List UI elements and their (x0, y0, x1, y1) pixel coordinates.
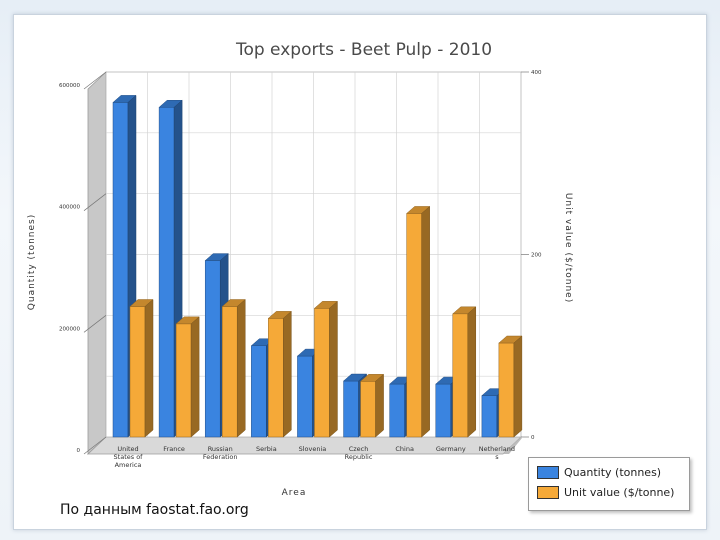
legend-label-unit-value: Unit value ($/tonne) (564, 485, 675, 499)
bar-quantity-front (204, 260, 221, 438)
bar-unit-value-side (421, 205, 430, 438)
y2-tick-label: 200 (531, 253, 542, 259)
bar-unit-value-front (452, 313, 469, 438)
legend-swatch-unit-value (537, 485, 559, 499)
source-note: По данным faostat.fao.org (60, 502, 249, 518)
bar-unit-value-front (406, 213, 422, 438)
legend-item-quantity: Quantity (tonnes) (537, 465, 661, 479)
category-label: Czech Republic (345, 445, 373, 461)
left-wall (87, 71, 107, 455)
bar-unit-value-side (375, 373, 384, 438)
y-tick-line (83, 193, 107, 211)
y-tick-label: 600000 (59, 83, 80, 89)
bars (112, 94, 523, 438)
bar-unit-value-side (190, 316, 200, 438)
bar-unit-value-side (144, 298, 154, 438)
category-label: Russian Federation (203, 445, 238, 461)
bar-unit-value (221, 298, 246, 438)
bar-quantity-front (481, 395, 498, 438)
chart-title: Top exports - Beet Pulp - 2010 (235, 40, 492, 60)
bar-unit-value-side (329, 300, 338, 438)
y2-ticks: 0 200 400 (503, 70, 542, 454)
bar-unit-value-front (129, 306, 146, 438)
bar-unit-value (498, 335, 523, 438)
y-tick-line (83, 436, 107, 455)
bar-quantity-front (297, 355, 313, 438)
y2-tick-label: 0 (531, 435, 535, 441)
bar-unit-value (267, 310, 292, 438)
y-axis-label: Quantity (tonnes) (27, 214, 37, 310)
category-label: Slovenia (299, 445, 327, 453)
bar-unit-value (406, 205, 431, 438)
bar-unit-value (359, 373, 385, 438)
y2-tick-label: 400 (531, 70, 542, 76)
y-tick-label: 200000 (59, 326, 80, 332)
bar-quantity-front (112, 102, 129, 438)
bar-unit-value-side (467, 306, 477, 438)
bar-unit-value-front (175, 323, 192, 438)
category-label: Netherland s (479, 445, 515, 461)
bar-unit-value-front (314, 308, 330, 438)
bar-quantity-front (158, 107, 175, 438)
x-axis-label: Area (282, 488, 307, 498)
right-floor-edge (503, 437, 523, 454)
category-label: United States of America (114, 445, 144, 469)
bar-unit-value-front (221, 306, 238, 438)
bar-unit-value-side (236, 298, 246, 438)
bar-unit-value (129, 298, 154, 438)
bar-unit-value-side (513, 335, 523, 438)
legend-label-quantity: Quantity (tonnes) (564, 465, 662, 479)
y-ticks: 0 200000 400000 600000 (59, 71, 107, 455)
category-label: China (395, 445, 414, 453)
bar-unit-value (452, 306, 477, 438)
bar-unit-value-side (283, 310, 292, 438)
y2-axis-label: Unit value ($/tonne) (563, 193, 573, 303)
y-tick-line (83, 315, 107, 333)
category-label: Serbia (256, 445, 277, 453)
category-label: Germany (436, 445, 466, 453)
legend-swatch-quantity (537, 465, 559, 479)
bar-quantity-front (251, 345, 267, 438)
bar-unit-value (313, 300, 339, 438)
bar-unit-value-front (268, 318, 284, 438)
legend-item-unit-value: Unit value ($/tonne) (537, 485, 674, 499)
bar-quantity-front (435, 383, 452, 438)
bar-unit-value-front (498, 342, 515, 438)
y-tick-label: 0 (77, 448, 81, 454)
bar-unit-value (175, 316, 200, 438)
bar-quantity-front (389, 383, 405, 438)
bar-quantity-front (343, 380, 359, 438)
legend: Quantity (tonnes) Unit value ($/tonne) (528, 457, 690, 511)
category-label: France (163, 445, 185, 453)
category-labels: United States of America France Russian Feder… (114, 445, 515, 469)
y-tick-line (83, 71, 107, 90)
y-tick-label: 400000 (59, 205, 80, 211)
bar-unit-value-front (360, 381, 376, 438)
